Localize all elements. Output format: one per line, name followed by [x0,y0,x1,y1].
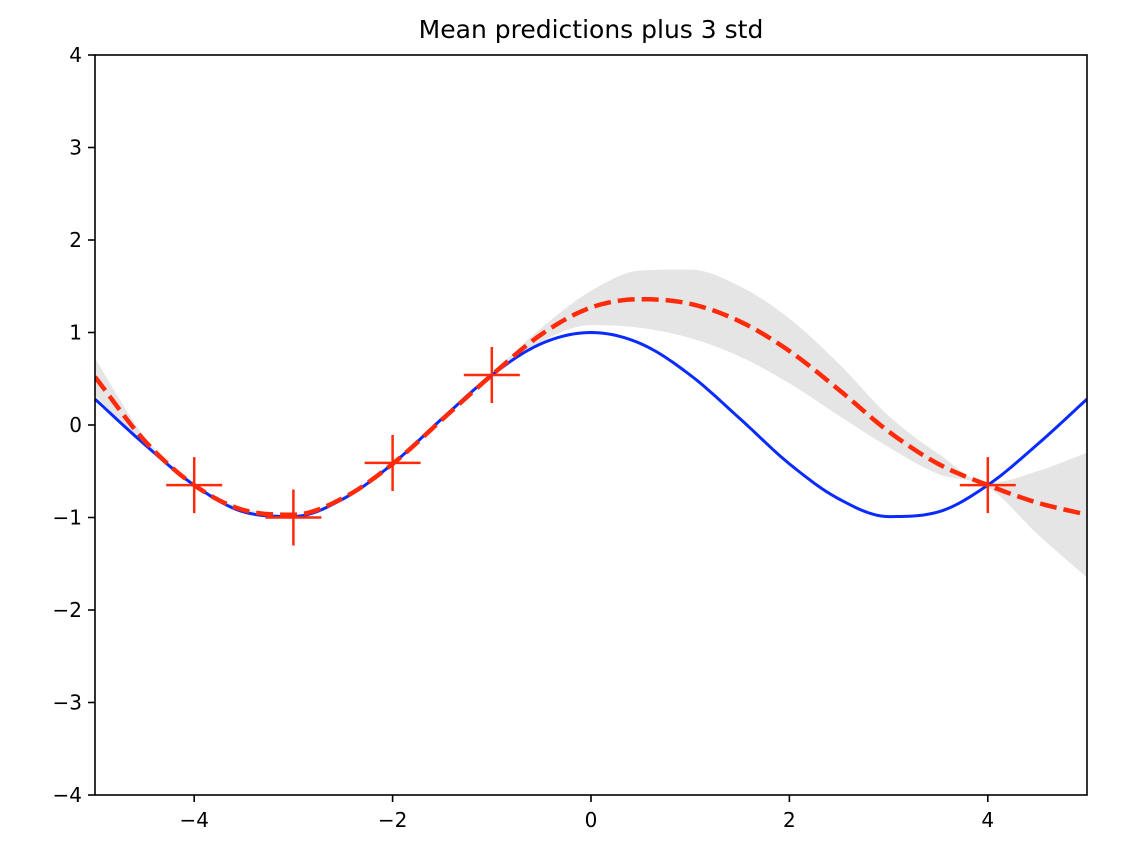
x-tick-label: −4 [179,808,208,832]
x-tick-label: 0 [585,808,598,832]
axes: −4 −2 0 2 4 −4 −3 −2 −1 0 1 2 3 4 [53,43,1088,832]
observation-marker [463,347,520,404]
observation-marker [364,434,421,491]
x-tick-label: −2 [378,808,407,832]
y-tick-label: −2 [53,598,82,622]
observation-marker [166,457,223,514]
y-tick-label: 3 [69,136,82,160]
y-tick-label: 4 [69,43,82,67]
y-tick-label: −1 [53,506,82,530]
y-tick-label: −4 [53,783,82,807]
confidence-band [95,269,1087,578]
plot-area [95,269,1087,578]
observation-marker [265,489,322,546]
y-tick-label: 1 [69,321,82,345]
y-tick-label: 0 [69,413,82,437]
observation-marker [959,457,1016,514]
x-tick-label: 4 [981,808,994,832]
y-tick-label: −3 [53,691,82,715]
chart-title: Mean predictions plus 3 std [419,15,764,44]
y-tick-label: 2 [69,228,82,252]
x-tick-label: 2 [783,808,796,832]
mean-prediction-line [95,296,1087,517]
